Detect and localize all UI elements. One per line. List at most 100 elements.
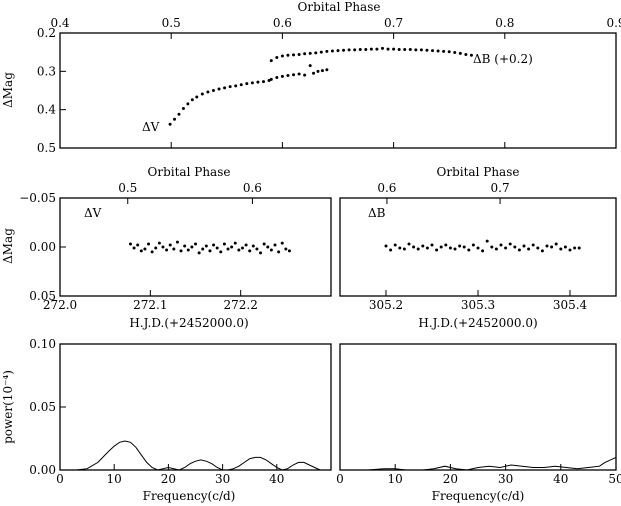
phase-tick-label: 0.7 [384,16,403,30]
phase-tick-label: 0.9 [606,16,621,30]
data-point [573,246,577,250]
db-top-axis-title: Orbital Phase [437,165,520,179]
data-point [375,47,379,51]
dv-top-axis-title: Orbital Phase [148,165,231,179]
y-axis-label: ΔMag [1,72,15,108]
data-point [280,74,284,78]
data-point [481,249,485,253]
data-point [540,249,544,253]
x-tick-label: 272.1 [133,298,167,312]
x-tick-label: 10 [388,472,403,486]
right-power-curve [340,456,617,471]
data-point [292,73,296,77]
data-point [384,244,388,248]
data-point [147,242,151,246]
data-point [303,52,307,56]
data-point [186,102,190,106]
data-point [128,242,132,246]
data-point [267,79,271,83]
data-point [325,49,329,53]
x-tick-label: 305.2 [369,298,403,312]
dv-annotation: ΔV [142,120,160,134]
data-point [402,247,406,251]
data-point [545,244,549,248]
data-point [212,243,216,247]
data-point [280,54,284,58]
data-point [471,243,475,247]
x-tick-label: 272.2 [223,298,257,312]
dv-panel-label: ΔV [84,206,102,220]
phase-tick-label: 0.4 [50,16,69,30]
data-point [275,75,279,79]
data-point [458,244,462,248]
data-point [347,48,351,52]
data-point [513,245,517,249]
data-point [215,246,219,250]
data-point [275,56,279,60]
data-point [447,50,451,54]
data-point [168,122,172,126]
x-tick-label: 40 [269,472,284,486]
data-point [442,49,446,53]
y-tick-label: 0.10 [29,337,56,351]
data-point [223,86,227,90]
data-point [177,112,181,116]
data-point [536,246,540,250]
y-tick-label: 0.05 [29,400,56,414]
phase-tick-label: 0.8 [495,16,514,30]
data-point [292,53,296,57]
data-point [490,245,494,249]
dv-x-axis-label: H.J.D.(+2452000.0) [129,316,248,330]
data-point [157,241,161,245]
dv-y-axis-label: ΔMag [1,228,15,264]
data-point [172,247,176,251]
x-tick-label: 20 [443,472,458,486]
data-point [398,246,402,250]
data-point [531,243,535,247]
data-point [336,49,340,53]
data-point [308,64,312,68]
data-point [269,59,273,63]
db-annotation: ΔB (+0.2) [473,52,533,66]
data-point [504,246,508,250]
data-point [312,71,316,75]
data-point [416,247,420,251]
data-point [261,80,265,84]
data-point [165,248,169,252]
top-plot-frame [59,32,617,149]
y-tick-label: 0.3 [37,64,56,78]
data-point [508,242,512,246]
data-point [219,250,223,254]
panel-power-spectrum-left: power(10⁻⁴) Frequency(c/d) 0 10 20 30 40 0.00… [1,337,332,503]
data-point [181,107,185,111]
data-point [161,245,165,249]
data-point [280,241,284,245]
phase-tick-label: 0.6 [273,16,292,30]
data-point [132,246,136,250]
data-point [175,240,179,244]
data-point [325,68,329,72]
data-point [436,49,440,53]
x-tick-label: 305.3 [461,298,495,312]
data-point [392,47,396,51]
data-point [186,248,190,252]
phase-tick-label: 0.7 [491,181,510,195]
data-point [403,47,407,51]
data-point [228,85,232,89]
data-point [168,243,172,247]
data-point [244,243,248,247]
x-tick-label: 30 [498,472,513,486]
panel-dv-residuals: Orbital Phase ΔMag ΔV H.J.D.(+2452000.0)… [1,165,332,330]
data-point [476,246,480,250]
data-point [256,80,260,84]
data-point [419,48,423,52]
data-point [453,247,457,251]
top-axis-title: Orbital Phase [298,0,381,14]
data-point [458,51,462,55]
data-point [190,245,194,249]
data-point [353,48,357,52]
data-point [269,77,273,81]
data-point [414,48,418,52]
data-point [269,248,273,252]
data-point [462,245,466,249]
